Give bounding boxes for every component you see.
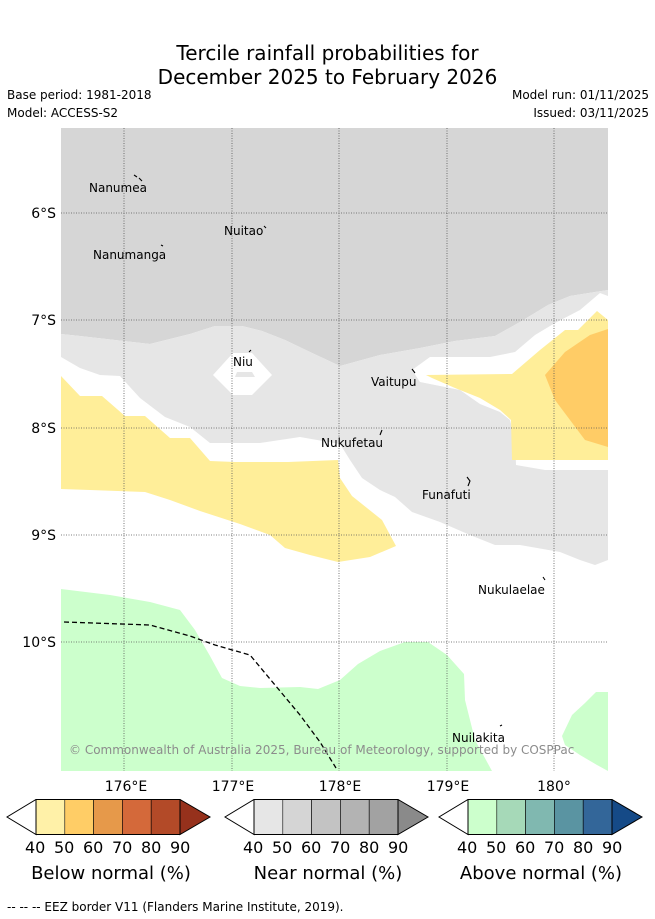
- colorbar-above-swatches: [467, 799, 613, 835]
- colorbar-swatch: [64, 799, 94, 835]
- lon-label-179e: 179°E: [427, 779, 470, 795]
- lon-label-178e: 178°E: [319, 779, 362, 795]
- colorbar-swatch: [467, 799, 498, 835]
- near-normal-50-region: [61, 128, 608, 366]
- nanumea-island: [133, 174, 143, 182]
- niu-island: [248, 349, 252, 353]
- colorbar-below-min-arrow: [6, 799, 37, 836]
- vaitupu-island: [411, 368, 416, 374]
- funafuti-island: [466, 476, 471, 487]
- place-label-vaitupu: Vaitupu: [371, 375, 417, 389]
- colorbar-above-title: Above normal (%): [459, 863, 623, 884]
- below-normal-50-region: [545, 329, 608, 447]
- place-label-nuilakita: Nuilakita: [452, 731, 505, 745]
- nanumanga-island: [160, 244, 164, 247]
- colorbar-swatch: [496, 799, 526, 835]
- colorbar-above-max-arrow: [611, 799, 643, 836]
- lon-label-180: 180°: [537, 779, 571, 795]
- lat-label-10s: 10°S: [22, 635, 56, 651]
- near-normal-40-region: [61, 290, 608, 565]
- colorbar-swatch: [582, 799, 613, 835]
- colorbar-above-min-arrow: [438, 799, 469, 836]
- colorbar-swatch: [150, 799, 181, 835]
- place-label-nukufetau: Nukufetau: [321, 436, 383, 450]
- lon-label-177e: 177°E: [212, 779, 255, 795]
- island-marks: [133, 174, 546, 727]
- place-label-nanumea: Nanumea: [89, 181, 147, 195]
- colorbar-swatch: [122, 799, 152, 835]
- nuitao-island: [263, 225, 267, 229]
- colorbar-swatch: [368, 799, 399, 835]
- eez-legend-footer: -- -- -- EEZ border V11 (Flanders Marine…: [7, 900, 344, 914]
- colorbar-below-swatches: [35, 799, 181, 835]
- colorbar-swatch: [35, 799, 66, 835]
- model-run: Model run: 01/11/2025: [511, 88, 649, 102]
- colorbar-above-normal: [438, 799, 643, 836]
- colorbar-swatch: [311, 799, 341, 835]
- colorbar-below-max-arrow: [179, 799, 211, 836]
- title-line-2: December 2025 to February 2026: [157, 65, 498, 89]
- colorbar-swatch: [282, 799, 312, 835]
- graticule: [61, 128, 608, 771]
- eez-border-line: [63, 621, 337, 769]
- colorbar-near-title: Near normal (%): [253, 863, 403, 884]
- colorbar-swatch: [554, 799, 584, 835]
- lat-label-7s: 7°S: [31, 313, 56, 329]
- place-label-funafuti: Funafuti: [422, 488, 471, 502]
- below-normal-40-region: [61, 376, 396, 562]
- title-line-1: Tercile rainfall probabilities for: [176, 41, 479, 65]
- nukulaelae-island: [542, 576, 546, 581]
- place-label-niu: Niu: [233, 355, 253, 369]
- lon-label-176e: 176°E: [105, 779, 148, 795]
- colorbar-near-swatches: [253, 799, 399, 835]
- colorbar-swatch: [93, 799, 123, 835]
- nuilakita-island: [499, 724, 503, 727]
- colorbar-below-normal: [6, 799, 211, 836]
- place-label-nanumanga: Nanumanga: [93, 248, 166, 262]
- colorbar-below-title: Below normal (%): [31, 863, 191, 884]
- colorbar-near-max-arrow: [397, 799, 429, 836]
- colorbar-swatch: [340, 799, 370, 835]
- place-label-nukulaelae: Nukulaelae: [478, 583, 545, 597]
- lat-label-6s: 6°S: [31, 206, 56, 222]
- below-normal-40-region-east: [426, 311, 608, 460]
- copyright-notice: © Commonwealth of Australia 2025, Bureau…: [69, 743, 574, 757]
- model-name: Model: ACCESS-S2: [7, 106, 119, 120]
- colorbar-near-min-arrow: [224, 799, 255, 836]
- above-normal-40-region: [61, 589, 492, 771]
- issued-date: Issued: 03/11/2025: [533, 106, 649, 120]
- place-label-nuitao: Nuitao: [224, 224, 263, 238]
- lat-label-8s: 8°S: [31, 421, 56, 437]
- colorbar-near-normal: [224, 799, 429, 836]
- above-normal-40-region-east: [562, 692, 608, 771]
- niu-near-normal-patch: [235, 372, 255, 377]
- rainfall-map: Nanumea Nuitao Nanumanga Niu Vaitupu Nuk…: [22, 128, 608, 795]
- lat-label-9s: 9°S: [31, 528, 56, 544]
- colorbar-swatch: [253, 799, 284, 835]
- colorbar-swatch: [525, 799, 555, 835]
- base-period: Base period: 1981-2018: [7, 88, 152, 102]
- nukufetau-island: [379, 429, 383, 436]
